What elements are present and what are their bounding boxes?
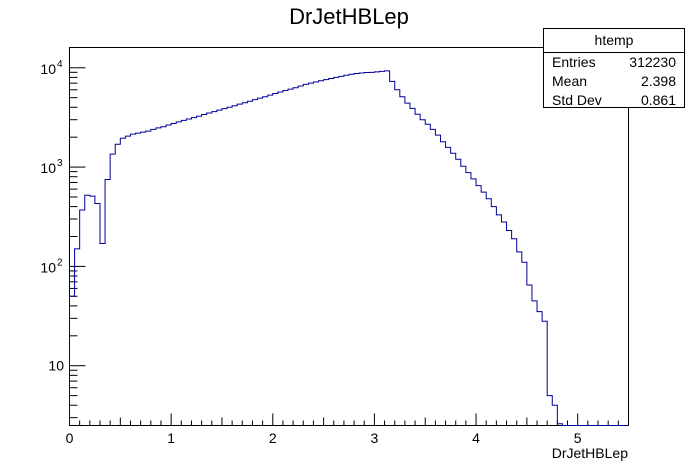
x-tick-label: 0 xyxy=(66,430,74,446)
x-tick-label: 2 xyxy=(269,430,277,446)
axis-ticks xyxy=(69,67,629,426)
stats-entries-label: Entries xyxy=(552,54,596,70)
stats-mean-row: Mean 2.398 xyxy=(544,72,684,91)
y-tick-exponent: 4 xyxy=(57,59,63,70)
histogram-line xyxy=(69,70,629,426)
stats-std-label: Std Dev xyxy=(552,92,602,108)
y-tick-exponent: 2 xyxy=(57,257,63,268)
y-tick-label: 10 xyxy=(40,259,56,275)
chart-title: DrJetHBLep xyxy=(289,4,409,29)
x-axis-label: DrJetHBLep xyxy=(552,445,628,461)
x-tick-label: 1 xyxy=(167,430,175,446)
y-tick-exponent: 3 xyxy=(57,158,63,169)
stats-std-row: Std Dev 0.861 xyxy=(544,91,684,110)
y-tick-label: 10 xyxy=(40,160,56,176)
stats-mean-label: Mean xyxy=(552,73,588,89)
x-tick-label: 4 xyxy=(472,430,480,446)
x-tick-label: 3 xyxy=(371,430,379,446)
stats-box: htemp Entries 312230 Mean 2.398 Std Dev … xyxy=(543,28,685,108)
x-tick-label: 5 xyxy=(574,430,582,446)
stats-std-value: 0.861 xyxy=(640,92,676,108)
y-tick-label: 10 xyxy=(48,358,64,374)
stats-name: htemp xyxy=(544,29,684,53)
y-tick-label: 10 xyxy=(40,61,56,77)
stats-entries-value: 312230 xyxy=(629,54,676,70)
plot-frame xyxy=(69,47,629,426)
stats-entries-row: Entries 312230 xyxy=(544,53,684,72)
stats-mean-value: 2.398 xyxy=(640,73,676,89)
